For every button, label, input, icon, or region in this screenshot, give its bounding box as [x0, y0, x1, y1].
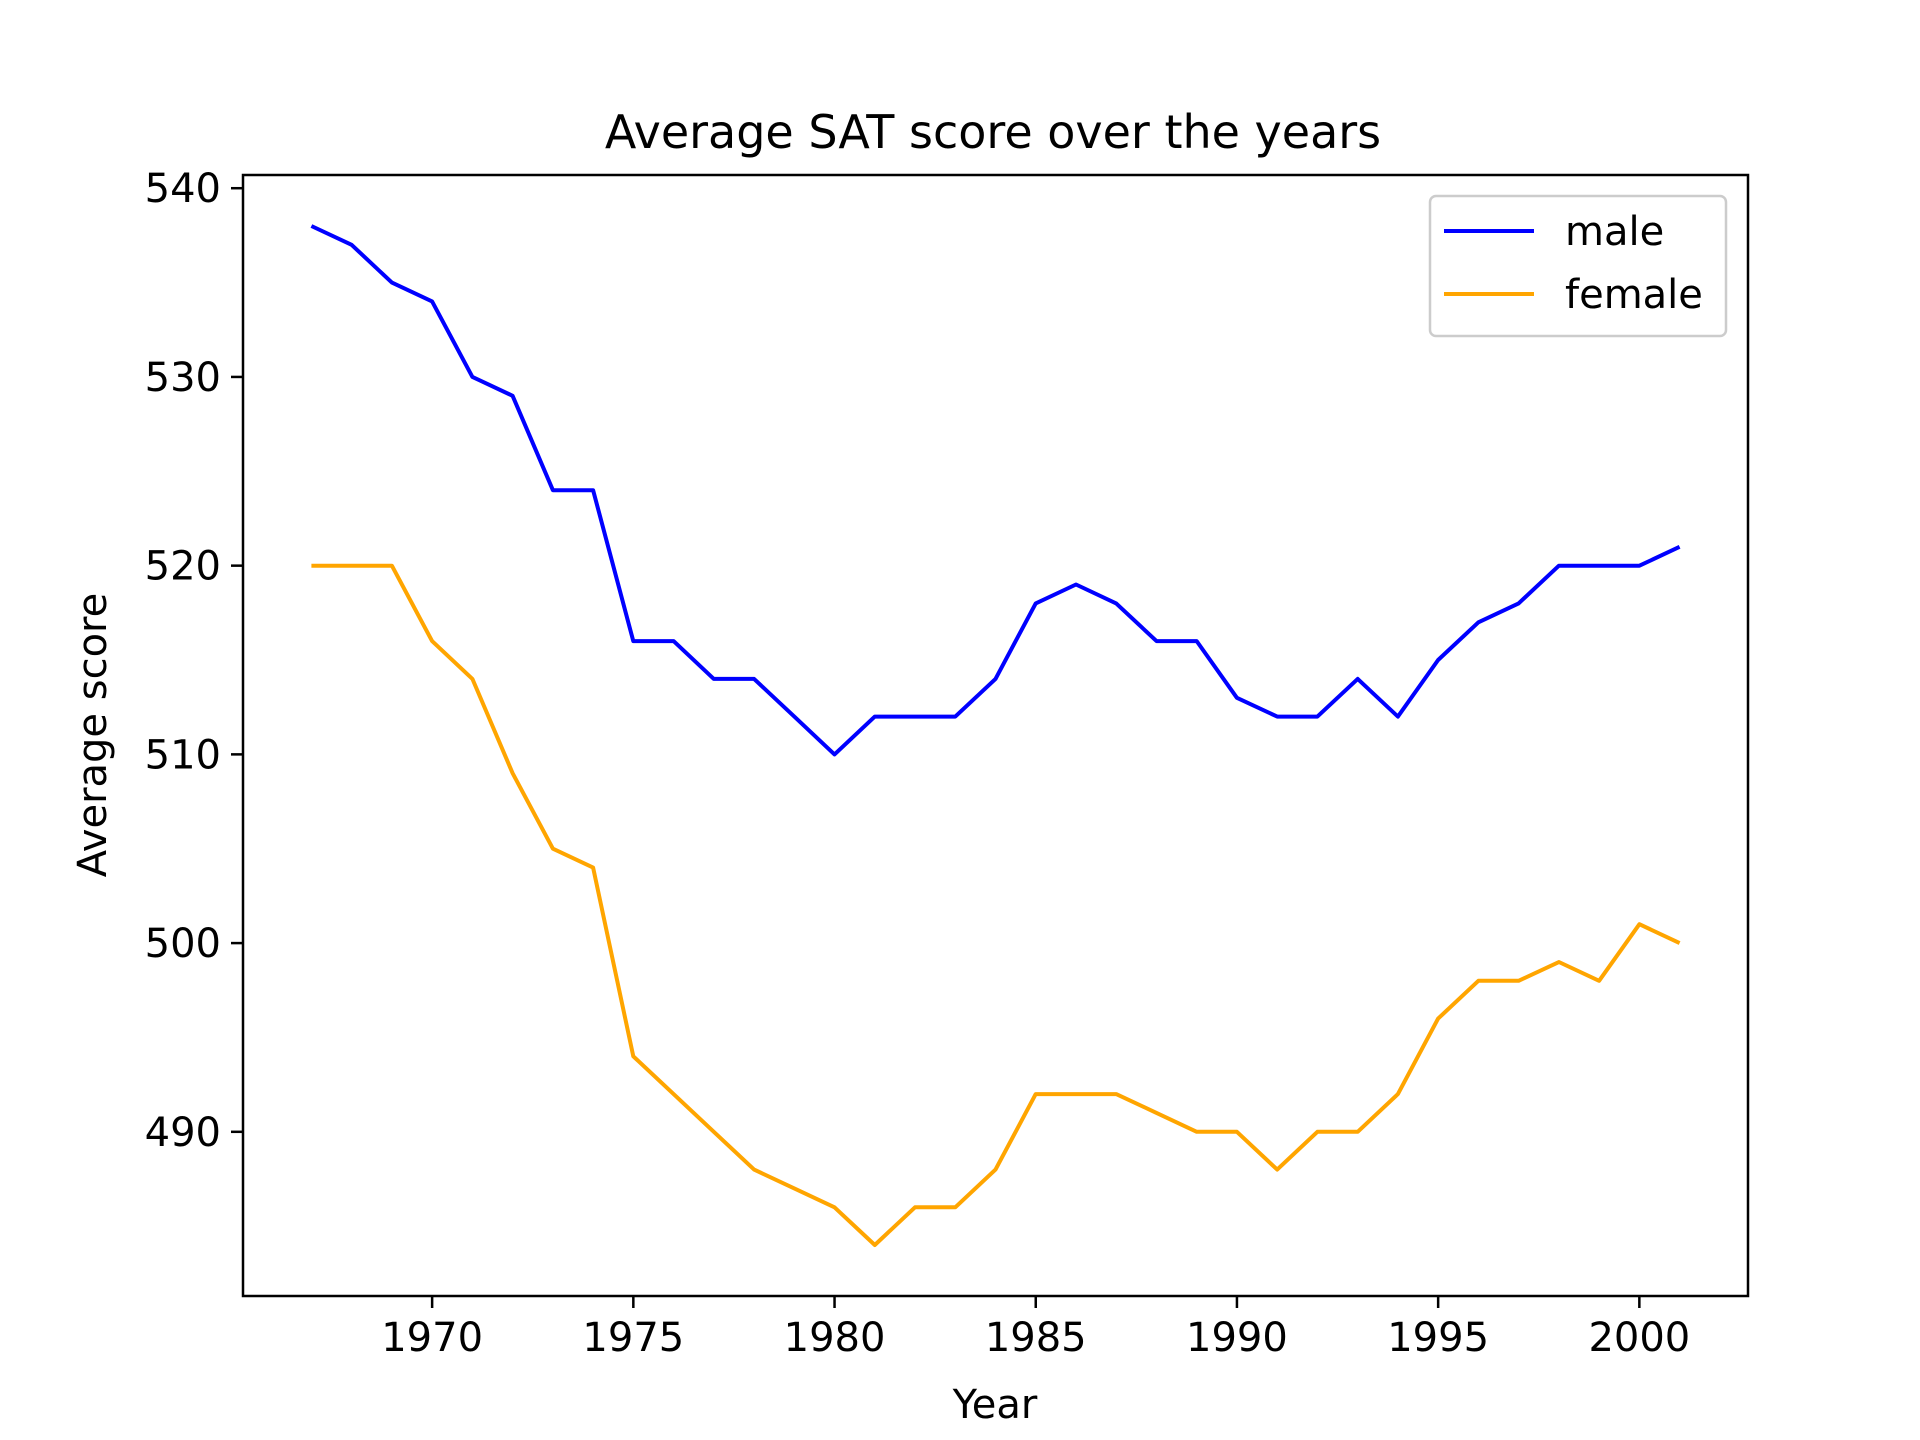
x-tick-label: 2000	[1588, 1315, 1690, 1361]
y-tick-label: 540	[145, 166, 221, 212]
x-tick-label: 1980	[784, 1315, 886, 1361]
y-tick-label: 500	[145, 921, 221, 967]
x-tick-label: 1970	[381, 1315, 483, 1361]
y-tick-label: 530	[145, 355, 221, 401]
legend-label-female: female	[1565, 272, 1703, 318]
x-axis-label: Year	[952, 1382, 1038, 1428]
legend: male female	[1428, 194, 1728, 338]
y-tick-label: 490	[145, 1110, 221, 1156]
x-tick-label: 1990	[1186, 1315, 1288, 1361]
y-axis-label: Average score	[70, 593, 116, 877]
x-axis: 1970 1975 1980 1985 1990 1995 2000	[381, 1296, 1690, 1361]
series-line-female	[311, 563, 1681, 1247]
legend-label-male: male	[1565, 209, 1664, 255]
y-axis: 490 500 510 520 530 540	[145, 166, 243, 1156]
chart-title: Average SAT score over the years	[605, 105, 1381, 159]
x-tick-label: 1995	[1387, 1315, 1489, 1361]
x-tick-label: 1975	[582, 1315, 684, 1361]
plot-lines	[310, 224, 1681, 1247]
series-line-male	[310, 224, 1681, 757]
y-tick-label: 510	[145, 732, 221, 778]
plot-frame	[241, 173, 1750, 1298]
x-tick-label: 1985	[985, 1315, 1087, 1361]
y-tick-label: 520	[145, 544, 221, 590]
